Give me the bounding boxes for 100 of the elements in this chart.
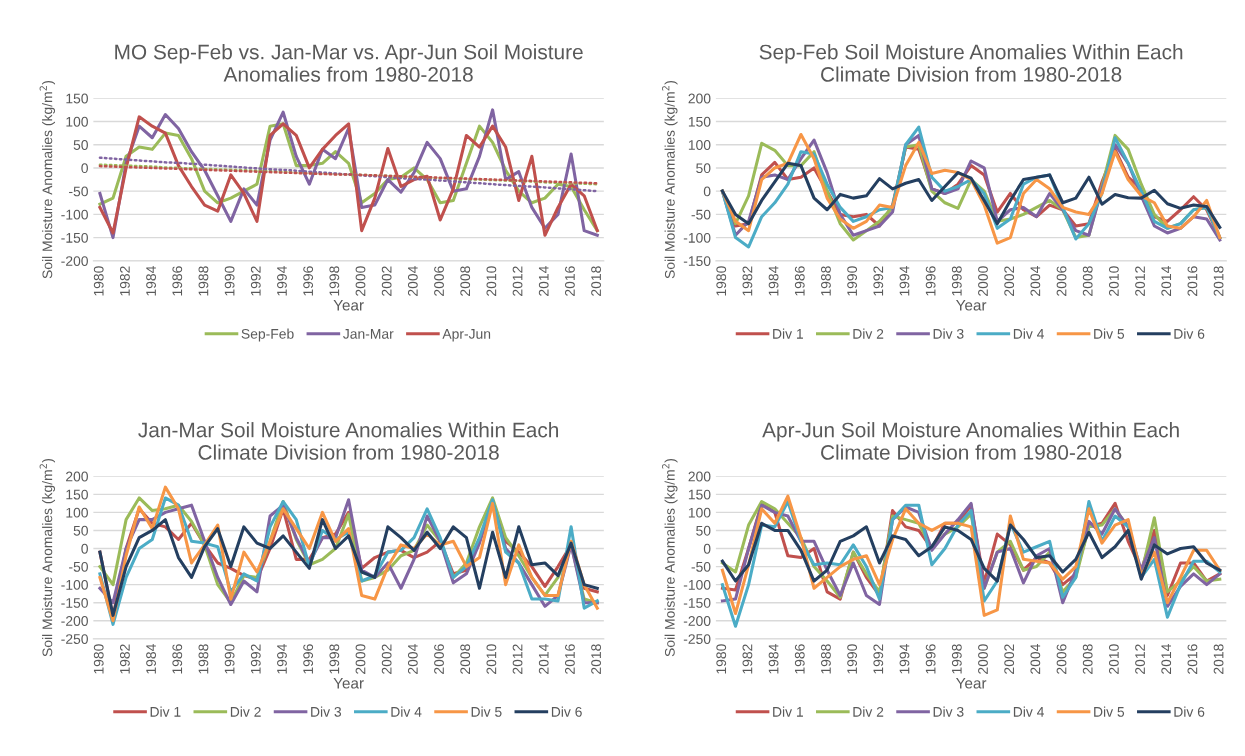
x-tick-label: 2012 [512,266,523,296]
legend-label: Jan-Mar [343,329,394,339]
y-tick-label: -100 [61,209,88,220]
chart-title: Apr-Jun Soil Moisture Anomalies Within Each Climate Division from 1980-2018 [762,422,1179,460]
x-axis-title: Year [956,299,987,311]
x-tick-label: 1984 [146,644,156,674]
x-tick-label: 2016 [565,644,575,674]
legend-label: Div 5 [1094,706,1125,717]
y-tick-label: -50 [69,186,88,197]
x-tick-label: 1988 [821,266,831,296]
x-tick-label: 1980 [93,644,104,674]
x-tick-label: 2002 [1004,644,1015,674]
x-tick-label: 2010 [486,644,497,674]
x-tick-label: 1998 [951,644,962,674]
y-tick-label: -150 [61,232,88,243]
x-axis-title: Year [956,677,987,689]
legend-label: Div 6 [1174,706,1205,717]
x-tick-label: 2000 [978,644,988,674]
x-tick-label: 1988 [821,644,831,674]
x-tick-label: 2008 [460,644,471,674]
x-tick-label: 2002 [381,266,392,296]
chart-title: Sep-Feb Soil Moisture Anomalies Within Each Climate Division from 1980-2018 [759,44,1183,82]
y-tick-label: 150 [688,116,711,127]
legend-label: Div 3 [311,706,342,717]
x-tick-label: 2004 [1030,644,1041,674]
x-tick-label: 1988 [198,644,209,674]
y-tick-label: -250 [61,634,88,644]
legend-label: Div 6 [551,706,582,717]
y-axis-title: Soil Moisture Anomalies (kg/m$^{2}$) [662,80,678,279]
legend-label: Div 4 [1013,328,1044,339]
x-tick-label: 2008 [460,266,471,296]
x-tick-label: 2014 [1161,266,1172,296]
y-tick-label: -150 [683,598,711,608]
y-tick-label: 100 [66,116,88,127]
x-tick-label: 2004 [407,644,418,674]
x-tick-label: 1984 [146,266,156,296]
chart-title: Jan-Mar Soil Moisture Anomalies Within Each Climate Division from 1980-2018 [138,422,558,460]
x-tick-label: 1998 [329,266,340,296]
y-axis-title: Soil Moisture Anomalies (kg/m$^{2}$) [39,458,56,657]
legend-label: Div 1 [773,328,803,339]
legend-label: Div 2 [230,706,261,717]
chart-title: MO Sep-Feb vs. Jan-Mar vs. Apr-Jun Soil Moisture Anomalies from 1980-2018 [115,44,583,82]
y-tick-label: 50 [696,525,711,536]
y-tick-label: -250 [683,634,711,644]
y-tick-label: -100 [683,579,711,590]
y-tick-label: -200 [61,256,88,266]
y-tick-label: -150 [683,256,711,266]
legend-label: Div 4 [391,706,422,717]
x-tick-label: 2006 [434,644,444,674]
y-axis-title: Soil Moisture Anomalies (kg/m$^{2}$) [39,80,56,279]
x-tick-label: 2010 [1108,266,1119,296]
x-tick-label: 1994 [277,644,287,674]
y-tick-label: 0 [703,543,711,554]
x-tick-label: 1996 [303,266,314,296]
y-tick-label: -50 [691,561,711,572]
legend-label: Div 5 [1094,328,1125,339]
x-tick-label: 1982 [119,644,130,674]
x-tick-label: 2014 [1161,644,1172,674]
x-axis-title: Year [333,677,364,689]
legend-label: Sep-Feb [241,328,294,342]
x-tick-label: 1994 [277,266,287,296]
legend-label: Apr-Jun [442,329,491,342]
x-tick-label: 2008 [1082,266,1093,296]
y-tick-label: -50 [691,209,711,220]
y-tick-label: -200 [683,616,711,626]
x-tick-label: 2014 [538,644,549,674]
x-tick-label: 2016 [1187,644,1198,674]
x-tick-label: 1988 [198,266,209,296]
x-tick-label: 2012 [1135,266,1145,296]
y-tick-label: 150 [66,93,88,104]
x-tick-label: 2016 [1187,266,1198,296]
y-tick-label: -100 [683,232,711,243]
x-tick-label: 2000 [978,266,988,296]
y-tick-label: 50 [73,140,88,150]
x-tick-label: 2016 [565,266,575,296]
legend-label: Div 3 [933,328,964,339]
y-tick-label: -100 [61,579,88,590]
x-tick-label: 2014 [538,266,549,296]
x-tick-label: 2012 [512,644,523,674]
x-tick-label: 2008 [1082,644,1093,674]
x-axis-title: Year [333,299,364,311]
x-tick-label: 1980 [93,266,104,296]
x-tick-label: 1984 [768,644,779,674]
x-tick-label: 2018 [591,266,602,296]
x-tick-label: 1986 [794,266,805,296]
x-tick-label: 2006 [434,266,444,296]
x-tick-label: 2000 [355,266,366,296]
x-tick-label: 2002 [1004,266,1015,296]
y-tick-label: 100 [688,140,711,150]
x-tick-label: 1982 [119,266,130,296]
y-tick-label: 200 [688,93,711,104]
x-tick-label: 2006 [1056,644,1067,674]
x-tick-label: 2010 [1108,644,1119,674]
x-tick-label: 2006 [1056,266,1067,296]
x-tick-label: 2018 [1213,644,1224,674]
y-tick-label: -200 [61,616,88,626]
legend-label: Div 1 [773,706,803,717]
x-tick-label: 1980 [716,644,727,674]
x-tick-label: 2010 [486,266,497,296]
x-tick-label: 1982 [742,644,753,674]
